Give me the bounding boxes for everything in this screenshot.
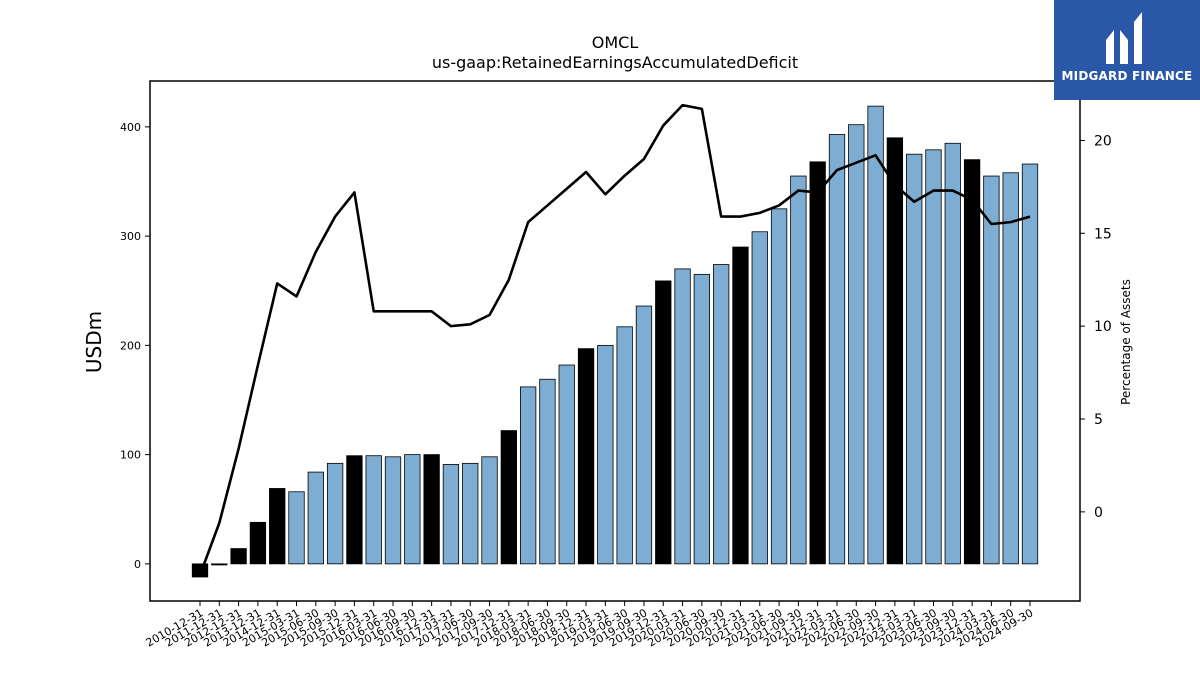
y2-axis-label: Percentage of Assets: [1119, 279, 1133, 405]
bar-2016-06-30: [384, 456, 402, 565]
bar-2024-09-30: [1021, 163, 1039, 565]
bar-2023-03-31: [906, 153, 923, 565]
bar-2014-12-31: [269, 488, 286, 565]
bar-2017-09-30: [481, 456, 498, 565]
bar-2016-12-31: [423, 454, 440, 565]
bar-2024-06-30: [1002, 172, 1019, 565]
percentage-line: [198, 103, 1031, 576]
y-tick-label: 300: [120, 230, 141, 243]
bar-2019-06-30: [616, 326, 633, 565]
y-tick-label: 400: [120, 121, 141, 134]
bar-2020-06-30: [693, 273, 711, 565]
y2-tick-label: 10: [1094, 319, 1112, 335]
y-axis-label: USDm: [82, 311, 106, 373]
y2-tick-label: 0: [1094, 505, 1103, 521]
bar-2020-12-31: [732, 246, 749, 565]
y-tick-label: 200: [120, 339, 141, 352]
bar-2017-03-31: [442, 464, 460, 565]
y-tick-label: 0: [134, 558, 141, 571]
brand-logo: MIDGARD FINANCE: [1054, 0, 1200, 100]
bar-2021-12-31: [809, 161, 826, 565]
bar-2018-12-31: [577, 348, 595, 565]
bar-series: [191, 105, 1039, 578]
chart-subtitle: us-gaap:RetainedEarningsAccumulatedDefic…: [432, 53, 798, 72]
bar-2015-09-30: [326, 462, 344, 565]
bar-2010-12-31: [191, 563, 209, 578]
bar-2015-12-31: [346, 455, 363, 565]
y2-tick-label: 20: [1094, 133, 1112, 149]
bar-2022-09-30: [867, 105, 884, 565]
y-tick-label: 100: [120, 449, 141, 462]
bar-2021-09-30: [790, 175, 807, 565]
y2-tick-label: 5: [1094, 412, 1103, 428]
y-axis: 0 100 200 300 400: [120, 121, 150, 571]
bar-2018-09-30: [558, 364, 575, 565]
logo-text: MIDGARD FINANCE: [1061, 69, 1193, 83]
bar-2015-03-31: [288, 491, 305, 565]
bar-2019-09-30: [635, 305, 653, 565]
x-axis: 2010-12-312011-12-312012-12-312013-12-31…: [144, 601, 1036, 650]
bar-2019-12-31: [655, 280, 672, 565]
bar-2022-03-31: [828, 134, 846, 565]
bar-2012-12-31: [230, 548, 247, 565]
bar-2022-06-30: [848, 124, 865, 565]
bar-2022-12-31: [886, 137, 904, 565]
bar-2020-09-30: [713, 264, 730, 565]
bar-2019-03-31: [597, 344, 614, 565]
chart-title: OMCL: [592, 33, 639, 52]
bar-2020-03-31: [674, 268, 691, 565]
bar-2013-12-31: [249, 521, 267, 565]
bar-2016-03-31: [365, 455, 382, 565]
bar-2021-03-31: [751, 231, 768, 565]
y2-axis: 0 5 10 15 20: [1080, 133, 1112, 521]
plot-frame: [149, 80, 1081, 602]
bar-2015-06-30: [307, 471, 324, 565]
bar-2023-12-31: [963, 159, 981, 565]
bar-2011-12-31: [211, 563, 228, 566]
bar-2024-03-31: [983, 175, 1000, 565]
bar-2021-06-30: [770, 208, 788, 565]
bar-2023-06-30: [925, 149, 942, 565]
bar-2016-09-30: [404, 454, 421, 565]
bar-2023-09-30: [944, 142, 961, 565]
bar-2017-06-30: [462, 462, 479, 565]
line-series: [198, 103, 1031, 576]
bar-2018-03-31: [519, 386, 537, 565]
bar-2017-12-31: [500, 430, 517, 565]
logo-mark-icon: [1106, 12, 1142, 64]
bar-2018-06-30: [539, 378, 556, 565]
y2-tick-label: 15: [1094, 226, 1112, 242]
